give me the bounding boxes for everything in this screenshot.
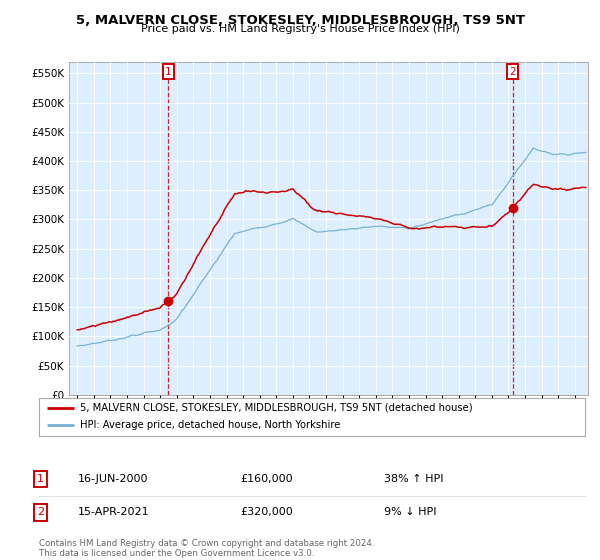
Text: £160,000: £160,000 — [240, 474, 293, 484]
Text: 38% ↑ HPI: 38% ↑ HPI — [384, 474, 443, 484]
Text: £320,000: £320,000 — [240, 507, 293, 517]
Text: 9% ↓ HPI: 9% ↓ HPI — [384, 507, 437, 517]
Text: 2: 2 — [37, 507, 44, 517]
Text: Price paid vs. HM Land Registry's House Price Index (HPI): Price paid vs. HM Land Registry's House … — [140, 24, 460, 34]
Text: This data is licensed under the Open Government Licence v3.0.: This data is licensed under the Open Gov… — [39, 549, 314, 558]
Text: HPI: Average price, detached house, North Yorkshire: HPI: Average price, detached house, Nort… — [80, 421, 340, 431]
Text: Contains HM Land Registry data © Crown copyright and database right 2024.: Contains HM Land Registry data © Crown c… — [39, 539, 374, 548]
Text: 2: 2 — [509, 67, 516, 77]
Text: 5, MALVERN CLOSE, STOKESLEY, MIDDLESBROUGH, TS9 5NT (detached house): 5, MALVERN CLOSE, STOKESLEY, MIDDLESBROU… — [80, 403, 473, 413]
Text: 16-JUN-2000: 16-JUN-2000 — [78, 474, 149, 484]
Text: 5, MALVERN CLOSE, STOKESLEY, MIDDLESBROUGH, TS9 5NT: 5, MALVERN CLOSE, STOKESLEY, MIDDLESBROU… — [76, 14, 524, 27]
Text: 15-APR-2021: 15-APR-2021 — [78, 507, 149, 517]
Text: 1: 1 — [37, 474, 44, 484]
Text: 1: 1 — [165, 67, 172, 77]
